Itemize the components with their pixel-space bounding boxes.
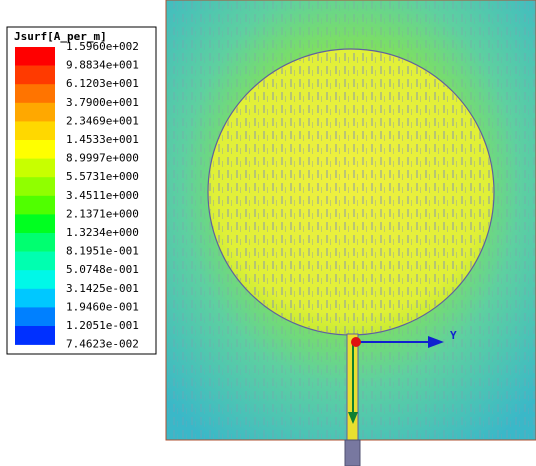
legend-label: 1.5960e+002 <box>66 40 139 53</box>
legend-label: 2.3469e+001 <box>66 114 139 127</box>
legend-label: 1.2051e-001 <box>66 319 139 332</box>
legend-swatch <box>15 196 55 215</box>
legend-label: 8.1951e-001 <box>66 245 139 258</box>
legend-swatch <box>15 103 55 122</box>
legend-swatch <box>15 177 55 196</box>
legend-swatch <box>15 214 55 233</box>
legend-swatch <box>15 326 55 345</box>
legend-swatch <box>15 140 55 159</box>
legend-label: 1.4533e+001 <box>66 133 139 146</box>
legend-label: 2.1371e+000 <box>66 207 139 220</box>
origin-marker <box>351 337 361 347</box>
legend-label: 3.7900e+001 <box>66 96 139 109</box>
plot-area: Y <box>166 0 536 466</box>
legend: Jsurf[A_per_m] 1.5960e+0029.8834e+0016.1… <box>7 27 156 354</box>
legend-label: 5.0748e-001 <box>66 263 139 276</box>
legend-swatch <box>15 159 55 178</box>
legend-swatch <box>15 121 55 140</box>
legend-swatch <box>15 252 55 271</box>
legend-swatch <box>15 270 55 289</box>
disc-texture <box>209 50 493 334</box>
legend-label: 3.1425e-001 <box>66 282 139 295</box>
legend-swatch <box>15 289 55 308</box>
legend-label: 9.8834e+001 <box>66 59 139 72</box>
legend-label: 8.9997e+000 <box>66 152 139 165</box>
legend-label: 3.4511e+000 <box>66 189 139 202</box>
legend-label: 7.4623e-002 <box>66 338 139 351</box>
connector <box>345 440 360 466</box>
legend-swatch <box>15 66 55 85</box>
legend-label: 1.9460e-001 <box>66 300 139 313</box>
legend-label: 6.1203e+001 <box>66 77 139 90</box>
legend-swatch <box>15 307 55 326</box>
legend-swatch <box>15 47 55 66</box>
legend-swatch <box>15 233 55 252</box>
legend-label: 1.3234e+000 <box>66 226 139 239</box>
legend-swatch <box>15 84 55 103</box>
axis-label: Y <box>450 329 457 342</box>
field-plot-view: Y Jsurf[A_per_m] 1.5960e+0029.8834e+0016… <box>0 0 536 466</box>
legend-label: 5.5731e+000 <box>66 170 139 183</box>
